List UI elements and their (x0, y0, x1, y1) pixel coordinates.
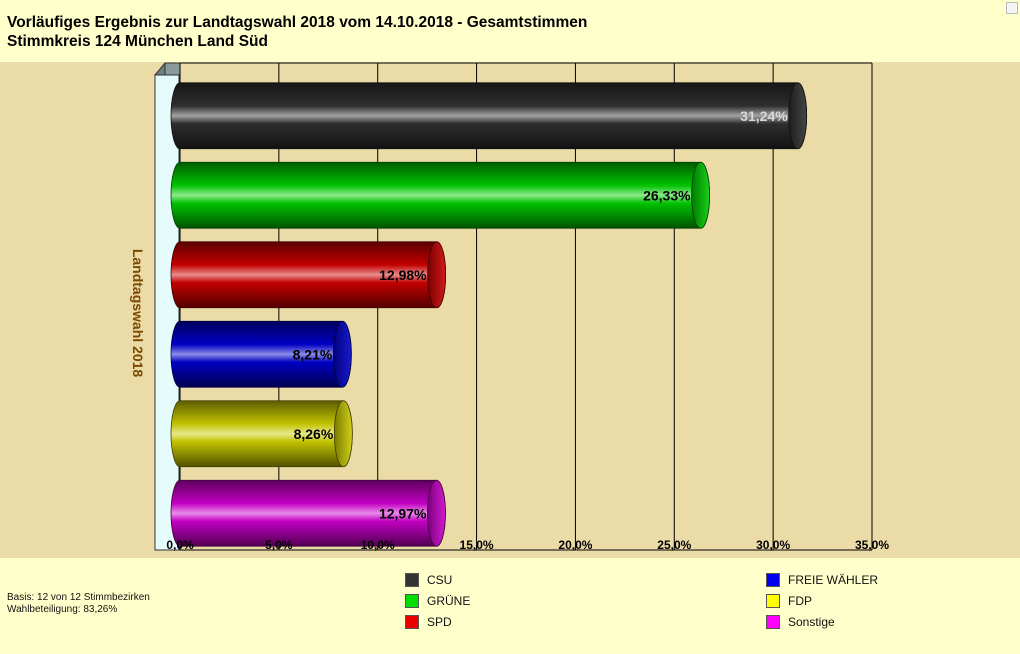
x-tick-label: 5,0% (265, 538, 293, 552)
legend-swatch (405, 615, 419, 629)
legend-item: CSU (405, 572, 452, 588)
bar-value-label: 8,26% (294, 426, 334, 442)
legend-swatch (766, 594, 780, 608)
x-tick-label: 20,0% (558, 538, 592, 552)
legend-item: GRÜNE (405, 593, 470, 609)
x-tick-label: 35,0% (855, 538, 889, 552)
chart-bars: 31,24% 26,33% 12,98% 8,21% 8,26% 12,97% (170, 82, 808, 547)
bar-body (170, 161, 710, 229)
legend-item: Sonstige (766, 614, 835, 630)
turnout-text: Wahlbeteiligung: 83,26% (7, 604, 118, 615)
bar-value-label: 12,97% (379, 505, 427, 521)
legend-item: FDP (766, 593, 812, 609)
bar-cap (788, 82, 808, 150)
chart-header: Vorläufiges Ergebnis zur Landtagswahl 20… (0, 0, 1020, 63)
x-tick-label: 0,0% (166, 538, 194, 552)
legend-item: FREIE WÄHLER (766, 572, 878, 588)
basis-info: Basis: 12 von 12 Stimmbezirken Wahlbetei… (7, 592, 150, 616)
bar-cap (427, 479, 446, 547)
chart-tick-labels: 0,0% 5,0% 10,0% 15,0% 20,0% 25,0% 30,0% 35,0% (166, 538, 889, 552)
legend-label: CSU (427, 573, 453, 587)
legend-item: SPD (405, 614, 452, 630)
y-axis-label: Landtagswahl 2018 (130, 249, 146, 378)
bar-cap (427, 241, 447, 309)
legend-swatch (405, 573, 419, 587)
bar-body (170, 82, 808, 150)
title-line-2: Stimmkreis 124 München Land Süd (7, 33, 268, 50)
legend-label: Sonstige (788, 615, 835, 629)
bar-grüne: 26,33% (170, 161, 710, 229)
bar-fdp: 8,26% (170, 400, 353, 468)
bar-csu: 31,24% (170, 82, 808, 150)
bar-value-label: 12,98% (379, 267, 427, 283)
bar-value-label: 31,24% (740, 108, 788, 124)
x-tick-label: 10,0% (361, 538, 395, 552)
bar-cap (691, 161, 710, 229)
bar-cap (333, 400, 353, 468)
legend-swatch (766, 615, 780, 629)
bar-sonstige: 12,97% (170, 479, 446, 547)
legend-label: SPD (427, 615, 452, 629)
x-tick-label: 25,0% (657, 538, 691, 552)
x-tick-label: 30,0% (756, 538, 790, 552)
side-wall (154, 74, 180, 551)
bar-spd: 12,98% (170, 241, 447, 309)
legend-swatch (766, 573, 780, 587)
x-tick-label: 15,0% (460, 538, 494, 552)
legend-label: GRÜNE (427, 594, 471, 608)
bar-value-label: 8,21% (293, 346, 333, 362)
chart-footer (0, 558, 1020, 654)
bar-cap (332, 320, 352, 388)
legend-label: FDP (788, 594, 812, 608)
basis-text: Basis: 12 von 12 Stimmbezirken (7, 592, 150, 603)
chart-title: Vorläufiges Ergebnis zur Landtagswahl 20… (7, 13, 587, 51)
window-corner-box[interactable] (1006, 2, 1018, 14)
title-line-1: Vorläufiges Ergebnis zur Landtagswahl 20… (7, 14, 588, 31)
bar-freie-wähler: 8,21% (170, 320, 352, 388)
bar-value-label: 26,33% (643, 187, 691, 203)
legend-swatch (405, 594, 419, 608)
legend-label: FREIE WÄHLER (788, 573, 879, 587)
bar-chart: 31,24% 26,33% 12,98% 8,21% 8,26% 12,97% 0,0% 5… (130, 62, 889, 552)
